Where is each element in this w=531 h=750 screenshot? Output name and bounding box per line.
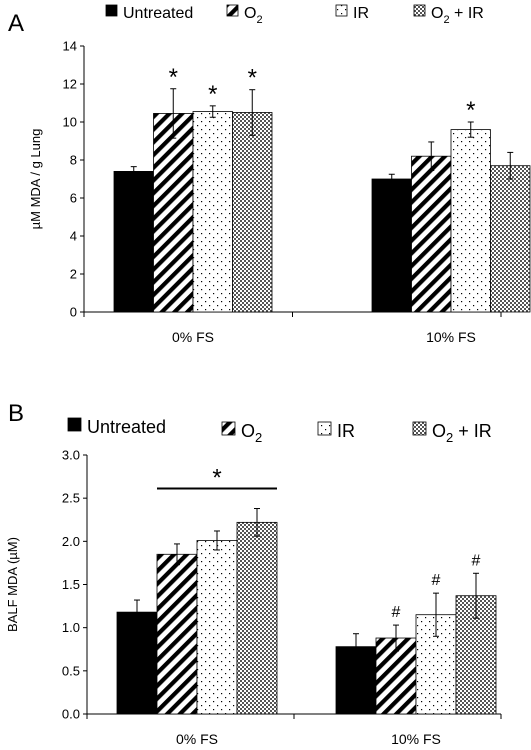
legend-swatch [105, 4, 118, 17]
bar [490, 165, 531, 313]
y-tick-label: 8 [70, 153, 77, 168]
y-tick-label: 4 [70, 229, 77, 244]
legend-label: Untreated [123, 5, 193, 22]
y-tick-label: 2.0 [62, 534, 80, 549]
y-tick-label: 6 [70, 191, 77, 206]
significance-marker: * [169, 64, 178, 91]
x-category-label: 0% FS [176, 731, 218, 747]
chart-panel-a: A Untreated O2 IR O2 + IR 0 2 4 6 8 10 12 14 µM MDA /… [8, 4, 531, 345]
significance-marker: * [212, 465, 221, 492]
y-tick-label: 3.0 [62, 448, 80, 463]
bar [450, 129, 491, 313]
legend-swatch [226, 4, 239, 17]
legend-swatch [221, 421, 236, 436]
significance-marker: # [432, 572, 441, 589]
y-tick-label: 1.0 [62, 620, 80, 635]
bar [236, 521, 278, 715]
y-tick-label: 0 [70, 305, 77, 320]
legend-label: O2 + IR [432, 421, 492, 445]
significance-marker: # [472, 552, 481, 569]
legend-label: O2 [241, 421, 262, 445]
legend-swatch [67, 417, 82, 432]
legend-label: O2 [244, 5, 263, 26]
y-tick-label: 14 [63, 39, 77, 54]
bar [411, 155, 452, 313]
significance-marker: * [248, 65, 257, 92]
legend-swatch [317, 421, 332, 436]
y-axis-title: µM MDA / g Lung [28, 129, 43, 230]
y-tick-label: 1.5 [62, 577, 80, 592]
legend-swatch [413, 4, 426, 17]
y-axis-title: BALF MDA (µM) [5, 537, 20, 632]
bar [116, 611, 158, 715]
x-category-label: 10% FS [391, 731, 441, 747]
bar [232, 112, 273, 313]
legend-label: O2 + IR [431, 5, 484, 26]
legend-label: IR [337, 421, 355, 441]
y-tick-label: 2.5 [62, 491, 80, 506]
legend-swatch [412, 421, 427, 436]
y-tick-label: 2 [70, 267, 77, 282]
bar [156, 553, 198, 715]
panel-label: B [8, 400, 24, 427]
legend-label: Untreated [87, 417, 166, 437]
y-tick-label: 0.0 [62, 707, 80, 722]
y-tick-label: 0.5 [62, 663, 80, 678]
x-category-label: 10% FS [426, 329, 476, 345]
y-tick-label: 12 [63, 77, 77, 92]
significance-marker: * [208, 81, 217, 108]
significance-marker: # [392, 604, 401, 621]
bar [192, 111, 233, 313]
bar [371, 178, 412, 313]
legend-label: IR [353, 5, 369, 22]
bar [153, 113, 194, 313]
bar [196, 540, 238, 715]
y-tick-label: 10 [63, 115, 77, 130]
panel-label: A [8, 10, 24, 37]
significance-marker: * [466, 97, 475, 124]
x-category-label: 0% FS [172, 329, 214, 345]
legend-swatch [335, 4, 348, 17]
bar [113, 170, 154, 313]
chart-panel-b: B Untreated O2 IR O2 + IR 0.0 0.5 1.0 1.5 2.0 2.5 3… [5, 400, 502, 747]
